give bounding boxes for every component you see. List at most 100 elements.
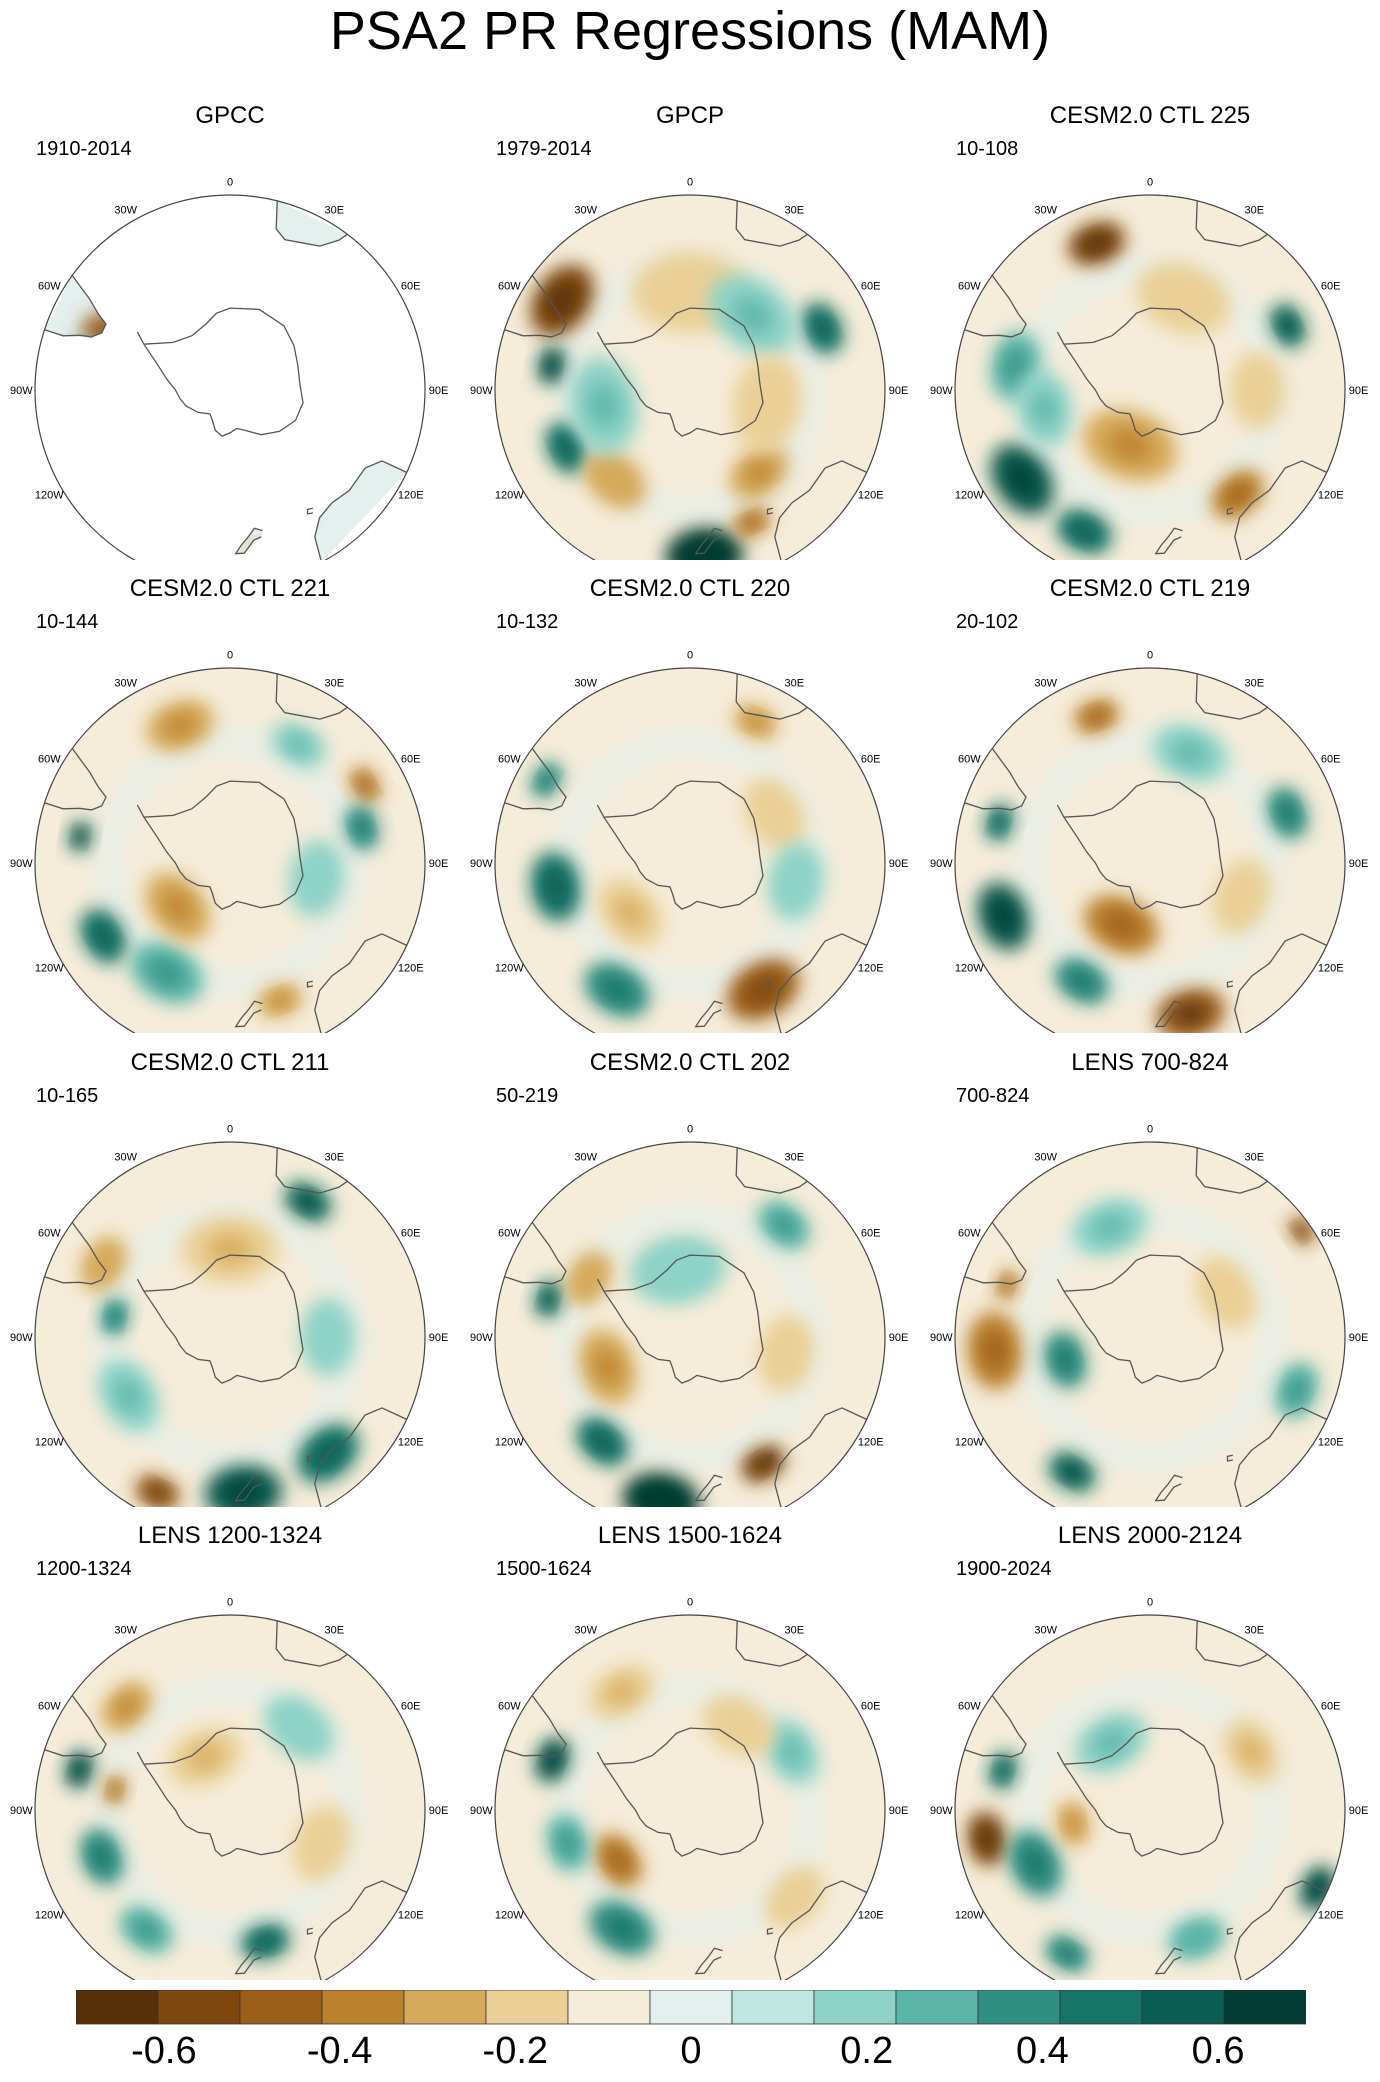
antarctica-coast [596,307,764,437]
longitude-label: 60W [958,754,981,766]
panel-title: LENS 1500-1624 [597,1522,783,1549]
longitude-label: 30W [574,1624,597,1636]
continent-coast [1226,1927,1234,1935]
longitude-label: 60E [1321,754,1341,766]
continent-coast [234,1947,263,1975]
antarctica-coast [596,780,764,910]
map-panel: CESM2.0 CTL 21110-165030E60E90E120E150E1… [0,1037,460,1507]
continent-coast [234,1474,263,1502]
longitude-label: 90E [1349,858,1369,870]
map-panel: CESM2.0 CTL 22110-144030E60E90E120E150E1… [0,563,460,1033]
continent-coast [504,1695,567,1758]
anomaly-core [134,1919,159,1941]
colorbar-swatch [403,1990,487,2025]
anomaly-core [607,1679,637,1705]
continent-coast [1154,1000,1183,1028]
longitude-label: 90W [470,1805,493,1817]
continent-coast [1226,1454,1234,1462]
map-frame [954,1614,1346,1980]
continent-coast [306,1927,314,1935]
anomaly-core [539,771,554,789]
longitude-label: 0 [1147,176,1153,188]
continent-coast [694,527,723,555]
colorbar-swatch [1059,1990,1143,2025]
continent-coast [275,1147,348,1194]
field-layer [35,1615,425,1980]
continent-coast [275,673,348,720]
continent-coast [1226,507,1234,515]
antarctica-coast [1056,1727,1224,1857]
anomaly-core [1162,281,1205,315]
continent-coast [504,1222,567,1285]
longitude-label: 120W [495,1909,524,1921]
polar-map: 030E60E90E120E150E180150W120W90W60W30W [930,1596,1368,1980]
map-panel: CESM2.0 CTL 22510-108030E60E90E120E150E1… [920,90,1380,560]
anomaly-core [188,1743,223,1771]
field-layer [955,1615,1345,1980]
anomaly-core [745,713,766,730]
polar-map: 030E60E90E120E150E180150W120W90W60W30W [10,1596,449,1980]
panel-title: LENS 2000-2124 [1057,1522,1243,1549]
longitude-label: 30E [325,1624,345,1636]
longitude-label: 30E [785,1624,805,1636]
texture-ring [1014,1674,1286,1946]
longitude-label: 120W [35,1436,64,1448]
colorbar-swatch [649,1990,733,2025]
longitude-label: 0 [687,176,693,188]
longitude-label: 120E [1318,1436,1344,1448]
texture-ring [94,1674,366,1946]
anomaly-core [269,992,291,1009]
map-frame [954,667,1346,1033]
anomaly-core [594,1349,621,1385]
coastlines [964,673,1327,1033]
colorbar-swatch [895,1990,979,2025]
anomaly-core [354,817,370,839]
anomaly-core [254,1933,277,1951]
longitude-label: 90E [429,858,449,870]
longitude-label: 60E [861,281,881,293]
longitude-label: 30E [785,677,805,689]
anomaly-core [303,860,330,896]
longitude-label: 120W [495,489,524,501]
anomaly-core [746,975,780,1004]
anomaly-core [109,1782,120,1797]
longitude-label: 120W [955,1909,984,1921]
longitude-label: 120E [1318,1909,1344,1921]
anomaly-core [1172,739,1208,767]
colorbar-tick-label: 0.4 [1015,2030,1069,2072]
longitude-label: 60E [1321,1228,1341,1240]
longitude-label: 0 [227,176,233,188]
panel-title: GPCP [655,102,724,129]
figure-title: PSA2 PR Regressions (MAM) [329,1,1051,61]
longitude-label: 60E [861,1701,881,1713]
anomaly-core [164,713,196,738]
anomaly-core [750,381,783,426]
longitude-label: 90W [930,858,953,870]
continent-coast [44,1222,107,1285]
colorbar-tick-label: -0.2 [482,2030,549,2072]
anomaly-core [615,897,646,929]
map-frame [34,1141,426,1507]
polar-map: 030E60E90E120E150E180150W120W90W60W30W [470,1123,908,1507]
anomaly-core [297,1192,319,1211]
map-frame [494,194,886,560]
panel-period: 1500-1624 [496,1558,592,1580]
colorbar-swatch [977,1990,1061,2025]
longitude-label: 30E [325,677,345,689]
anomaly-core [1104,911,1139,939]
panel-period: 20-102 [956,611,1019,633]
longitude-label: 30W [574,677,597,689]
longitude-label: 120E [1318,489,1344,501]
map-panel: CESM2.0 CTL 20250-219030E60E90E120E150E1… [460,1037,920,1507]
field-layer [35,668,425,1033]
anomaly-core [991,901,1016,932]
longitude-label: 60W [498,1228,521,1240]
continent-coast [766,1927,774,1935]
longitude-label: 60W [498,281,521,293]
longitude-label: 90E [429,1805,449,1817]
continent-coast [1195,1147,1268,1194]
anomaly-core [91,1843,112,1870]
longitude-label: 60W [498,1701,521,1713]
anomaly-core [315,1319,340,1355]
